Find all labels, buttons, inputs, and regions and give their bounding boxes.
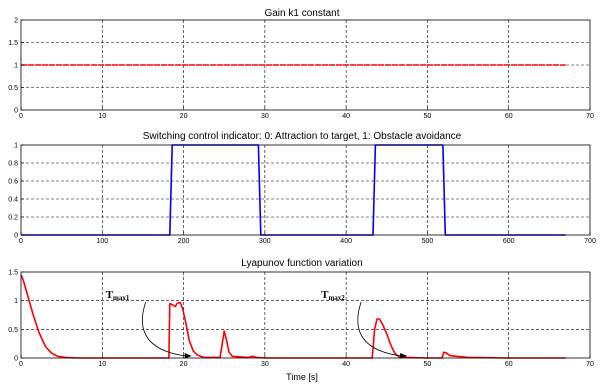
- y-tick-label: 0.5: [8, 327, 18, 334]
- y-tick-label: 2: [14, 18, 18, 25]
- annotation-label: Tmax1: [106, 289, 130, 302]
- y-tick-label: 0: [14, 108, 18, 115]
- x-tick-label: 70: [586, 361, 594, 368]
- panel-title: Switching control indicator: 0: Attracti…: [143, 131, 462, 142]
- y-tick-label: 0: [14, 233, 18, 240]
- x-tick-label: 200: [178, 238, 190, 245]
- y-ticks: 0 0.5 1 1.5 2: [8, 18, 24, 115]
- x-tick-label: 0: [19, 238, 23, 245]
- x-tick-label: 100: [96, 238, 108, 245]
- series-group: [20, 274, 566, 359]
- x-tick-label: 30: [261, 361, 269, 368]
- y-tick-label: 0.5: [8, 85, 18, 92]
- x-tick-label: 40: [342, 361, 350, 368]
- x-tick-label: 500: [422, 238, 434, 245]
- x-tick-label: 70: [586, 113, 594, 120]
- y-tick-label: 0.8: [8, 161, 18, 168]
- x-tick-label: 20: [180, 113, 188, 120]
- x-tick-label: 300: [259, 238, 271, 245]
- x-tick-label: 700: [584, 238, 596, 245]
- panel-lyapunov: Lyapunov function variation 0 10 20 30 40 50 6…: [8, 258, 594, 382]
- panel-switching-indicator: Switching control indicator: 0: Attracti…: [8, 131, 596, 245]
- panel-title: Gain k1 constant: [264, 8, 339, 19]
- y-tick-label: 1: [14, 298, 18, 305]
- annotations: Tmax1 Tmax2: [106, 289, 408, 359]
- series-line-0: [21, 144, 566, 236]
- x-tick-label: 10: [98, 361, 106, 368]
- y-tick-label: 0.6: [8, 179, 18, 186]
- x-tick-label: 50: [424, 361, 432, 368]
- x-tick-label: 40: [342, 113, 350, 120]
- plot-frame: [20, 144, 591, 236]
- x-ticks: 0 10 20 30 40 50 60 70: [19, 107, 594, 120]
- y-tick-label: 0.4: [8, 197, 18, 204]
- annotation-arrowhead: [184, 353, 192, 359]
- x-tick-label: 600: [503, 238, 515, 245]
- x-tick-label: 20: [180, 361, 188, 368]
- annotation-label: Tmax2: [321, 289, 345, 302]
- y-tick-label: 1: [14, 143, 18, 150]
- annotation-arrow: [357, 301, 402, 357]
- x-tick-label: 50: [424, 113, 432, 120]
- y-tick-label: 1: [14, 63, 18, 70]
- grid: [21, 145, 590, 235]
- series-group: [21, 144, 566, 236]
- x-tick-label: 10: [98, 113, 106, 120]
- panel-title: Lyapunov function variation: [241, 258, 362, 269]
- x-ticks: 0 100 200 300 400 500 600 700: [19, 232, 596, 245]
- x-tick-label: 30: [261, 113, 269, 120]
- series-line-0: [20, 274, 566, 359]
- grid: [21, 272, 590, 358]
- x-tick-label: 60: [505, 361, 513, 368]
- x-tick-label: 0: [19, 361, 23, 368]
- x-ticks: 0 10 20 30 40 50 60 70: [19, 355, 594, 368]
- x-axis-label: Time [s]: [286, 372, 318, 382]
- x-tick-label: 60: [505, 113, 513, 120]
- plot-frame: [20, 271, 591, 359]
- y-ticks: 0 0.5 1 1.5: [8, 270, 24, 363]
- annotation-arrow: [142, 301, 186, 357]
- panel-gain-k1: Gain k1 constant 0 10 20 30 40 50 60 70 0 0.5 1 1.…: [8, 8, 594, 120]
- y-tick-label: 0: [14, 356, 18, 363]
- x-tick-label: 400: [340, 238, 352, 245]
- y-ticks: 0 0.2 0.4 0.6 0.8 1: [8, 143, 24, 240]
- y-tick-label: 0.2: [8, 215, 18, 222]
- annotation-arrowhead: [400, 353, 408, 359]
- y-tick-label: 1.5: [8, 270, 18, 277]
- y-tick-label: 1.5: [8, 40, 18, 47]
- x-tick-label: 0: [19, 113, 23, 120]
